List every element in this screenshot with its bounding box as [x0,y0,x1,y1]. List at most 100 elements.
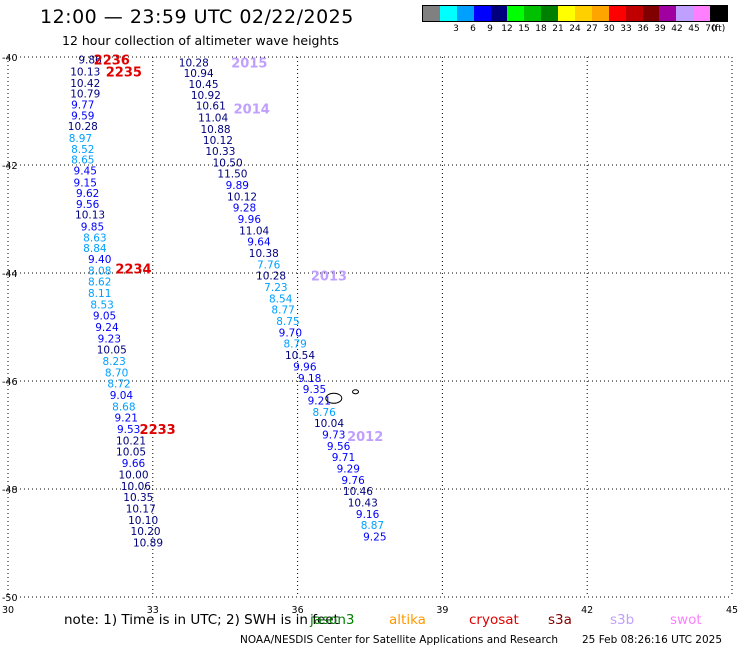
wave-height-value: 10.28 [179,57,209,69]
legend-swatch [625,6,643,21]
y-tick-label: -40 [2,53,18,64]
legend-swatch [591,6,609,21]
wave-height-value: 8.23 [102,356,125,368]
wave-height-value: 9.96 [238,214,262,226]
legend-tick-label: 70 [705,24,717,34]
wave-height-value: 9.28 [233,203,256,215]
wave-height-value: 9.05 [93,311,116,323]
wave-height-value: 9.53 [117,424,140,436]
y-tick-label: -44 [2,269,18,280]
legend-tick-label: 15 [518,24,530,34]
pass-time-label: 2013 [311,270,347,285]
x-tick-label: 42 [581,605,593,616]
legend-labels: (ft) 3 6 9 12 15 18 21 24 27 30 33 36 39 42 45 70 [422,22,728,36]
satellite-jason3: jason3 [310,612,355,628]
wave-height-value: 9.59 [71,110,94,122]
wave-height-value: 9.35 [303,384,326,396]
legend-swatch [423,6,440,21]
wave-height-value: 8.76 [312,407,336,419]
wave-height-value: 8.65 [71,155,94,167]
wave-height-value: 8.62 [88,277,111,289]
wave-height-value: 8.08 [88,265,111,277]
wave-height-value: 9.21 [308,395,331,407]
pass-time-label: 2012 [347,430,383,445]
legend-tick-label: 9 [487,24,493,34]
wave-height-value: 8.72 [107,379,130,391]
legend-tick-label: 30 [603,24,615,34]
wave-height-value: 9.04 [110,390,134,402]
legend-swatch [473,6,491,21]
wave-height-value: 9.66 [122,458,146,470]
satellite-cryosat: cryosat [469,612,519,628]
wave-height-value: 8.68 [112,401,135,413]
wave-height-value: 10.12 [227,191,257,203]
page-subtitle: 12 hour collection of altimeter wave hei… [62,33,339,48]
wave-height-value: 8.77 [271,305,294,317]
wave-height-value: 7.23 [264,282,287,294]
legend-swatch [676,6,694,21]
wave-height-value: 7.76 [257,259,281,271]
pass-time-label: 2234 [115,263,151,278]
wave-height-value: 9.15 [74,177,97,189]
wave-height-value: 9.96 [293,361,317,373]
legend-swatch [575,6,592,21]
legend-swatch [693,6,711,21]
legend-swatch [524,6,542,21]
wave-height-value: 10.12 [203,135,233,147]
pass-time-label: 2235 [106,66,142,81]
island-outline [325,392,343,404]
wave-height-value: 10.33 [205,146,235,158]
wave-height-value: 10.88 [201,124,231,136]
legend-tick-label: 6 [470,24,476,34]
wave-height-value: 9.62 [76,188,99,200]
legend-swatch [659,6,677,21]
wave-height-value: 9.21 [115,413,138,425]
wave-height-value: 8.87 [361,520,384,532]
legend-swatch [558,6,576,21]
wave-height-value: 8.84 [83,243,107,255]
wave-height-value: 9.71 [332,452,355,464]
wave-height-value: 9.18 [298,373,321,385]
legend-tick-label: 36 [637,24,649,34]
legend-swatch [439,6,457,21]
y-tick-label: -48 [2,485,18,496]
legend-swatch [710,6,728,21]
y-tick-label: -42 [2,161,18,172]
legend-tick-label: 39 [654,24,666,34]
wave-height-value: 10.94 [184,68,214,80]
wave-height-value: 10.43 [348,498,378,510]
wave-height-value: 9.86 [78,55,102,67]
wave-height-value: 8.11 [88,288,111,300]
wave-height-value: 10.05 [97,345,127,357]
color-legend: (ft) 3 6 9 12 15 18 21 24 27 30 33 36 39 42 45 70 [422,5,728,36]
legend-tick-label: 3 [453,24,459,34]
wave-height-value: 9.25 [363,532,386,544]
wave-height-value: 8.53 [90,299,113,311]
wave-height-value: 8.52 [71,144,94,156]
wave-height-value: 10.79 [70,89,100,101]
satellite-altika: altika [389,612,426,628]
satellite-s3b: s3b [610,612,635,628]
wave-height-value: 10.42 [70,78,100,90]
wave-height-value: 10.38 [249,248,279,260]
wave-height-value: 9.73 [322,429,345,441]
legend-tick-label: 45 [688,24,700,34]
satellite-s3a: s3a [548,612,572,628]
wave-height-value: 10.05 [116,447,146,459]
wave-height-value: 10.13 [70,67,100,79]
footer-note: note: 1) Time is in UTC; 2) SWH is in fe… [64,612,339,628]
wave-height-value: 10.45 [188,79,218,91]
wave-height-value: 8.70 [105,367,128,379]
legend-tick-label: 27 [586,24,598,34]
wave-height-value: 8.75 [276,316,299,328]
wave-height-value: 10.28 [256,271,286,283]
wave-height-value: 8.63 [83,232,106,244]
wave-height-value: 10.04 [314,418,344,430]
legend-tick-label: 21 [552,24,564,34]
pass-time-label: 2236 [94,54,130,69]
legend-unit: (ft) [711,24,726,34]
x-tick-label: 45 [726,605,738,616]
x-tick-label: 30 [2,605,14,616]
wave-height-value: 8.97 [69,133,92,145]
